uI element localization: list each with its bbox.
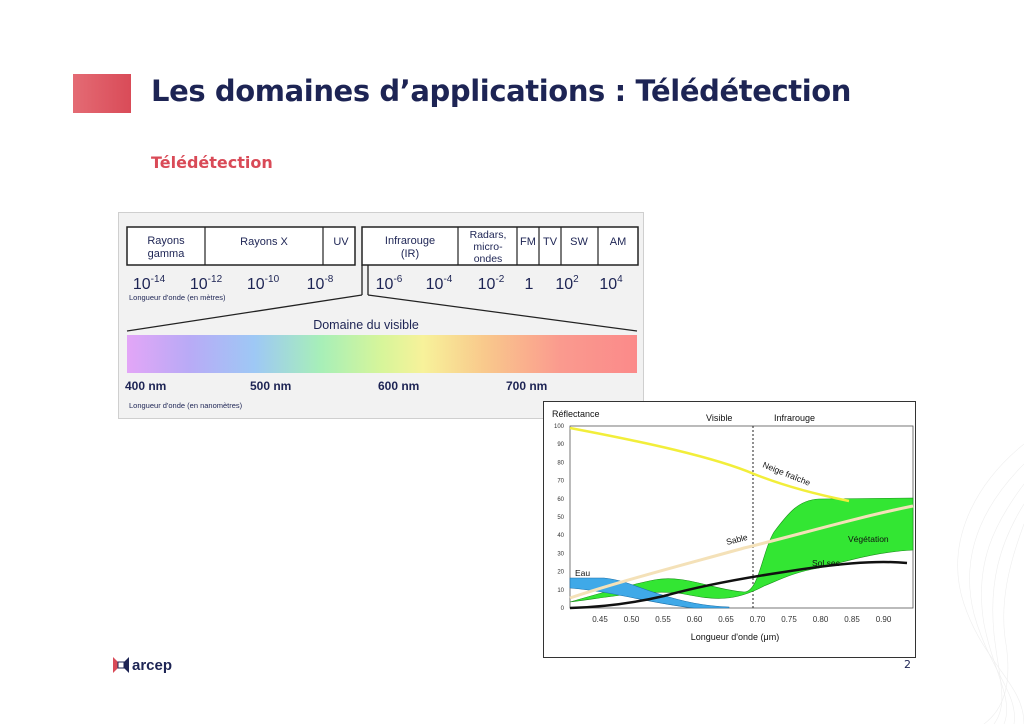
band-label-xray: Rayons X	[240, 236, 288, 248]
band-label-radar-2: micro-	[473, 241, 503, 253]
visible-tick-600: 600 nm	[378, 379, 419, 393]
y-tick-label: 80	[557, 460, 564, 466]
reflectance-chart: Réflectance Visible Infrarouge 100 90 80 70…	[543, 401, 916, 658]
x-ticks: 0.45 0.50 0.55 0.60 0.65 0.70 0.75 0.80 0.85 0.90	[592, 615, 892, 624]
page-number: 2	[904, 658, 911, 671]
x-tick-label: 0.80	[813, 615, 829, 624]
zoom-line-right	[367, 294, 638, 332]
visible-tick-500: 500 nm	[250, 379, 291, 393]
band-label-ir-2: (IR)	[401, 248, 419, 260]
y-tick-label: 30	[557, 551, 564, 557]
band-label-ir-1: Infrarouge	[385, 235, 435, 247]
wavelength-tick: 10-12	[190, 274, 223, 293]
wavelength-tick: 10-10	[247, 274, 280, 293]
zoom-line-left	[126, 294, 363, 332]
y-tick-label: 40	[557, 533, 564, 539]
y-tick-label: 50	[557, 515, 564, 521]
water-label: Eau	[575, 568, 590, 578]
visible-spectrum-bar	[127, 335, 637, 373]
y-tick-label: 20	[557, 570, 564, 576]
vegetation-label: Végétation	[848, 534, 889, 544]
region-infrared-label: Infrarouge	[774, 413, 815, 423]
x-tick-label: 0.60	[687, 615, 703, 624]
region-visible-label: Visible	[706, 413, 732, 423]
wavelength-tick: 10-6	[376, 274, 403, 293]
x-tick-label: 0.55	[655, 615, 671, 624]
reflectance-svg: Réflectance Visible Infrarouge 100908070…	[544, 402, 915, 657]
x-tick-label: 0.85	[844, 615, 860, 624]
wavelength-tick: 10-8	[307, 274, 334, 293]
sand-curve	[569, 504, 914, 600]
visible-tick-400: 400 nm	[125, 379, 166, 393]
vegetation-band	[569, 497, 914, 603]
wavelength-ticks: 10-14 10-12 10-10 10-8 10-6 10-4 10-2 1 102 104	[133, 274, 623, 293]
arcep-logo: arcep	[111, 653, 201, 677]
y-tick-label: 10	[557, 588, 564, 594]
wavelength-tick: 1	[525, 276, 534, 293]
wavelength-tick: 10-14	[133, 274, 166, 293]
wavelength-tick: 10-4	[426, 274, 453, 293]
x-tick-label: 0.65	[718, 615, 734, 624]
band-label-radar-1: Radars,	[470, 229, 507, 241]
arcep-emblem-icon	[113, 657, 129, 673]
reflectance-ylabel: Réflectance	[552, 409, 600, 419]
wavelength-axis-label: Longueur d'onde (en mètres)	[129, 293, 226, 302]
wavelength-tick: 102	[555, 274, 579, 293]
x-tick-label: 0.75	[781, 615, 797, 624]
dry-soil-curve	[569, 560, 908, 610]
brand-name: arcep	[132, 657, 172, 674]
visible-tick-700: 700 nm	[506, 379, 547, 393]
visible-axis-label: Longueur d'onde (en nanomètres)	[129, 401, 243, 410]
title-accent-bar	[73, 74, 131, 113]
y-tick-label: 70	[557, 479, 564, 485]
slide-subtitle: Télédétection	[151, 153, 273, 172]
wavelength-tick: 104	[599, 274, 623, 293]
wavelength-tick: 10-2	[478, 274, 505, 293]
band-label-uv: UV	[333, 236, 349, 248]
x-tick-label: 0.45	[592, 615, 608, 624]
y-tick-label: 100	[554, 424, 565, 430]
y-tick-label: 90	[557, 442, 564, 448]
band-label-am: AM	[610, 236, 627, 248]
arcep-logo-svg: arcep	[113, 657, 172, 674]
band-label-sw: SW	[570, 236, 588, 248]
x-tick-label: 0.50	[624, 615, 640, 624]
band-label-tv: TV	[543, 236, 558, 248]
decorative-swirl	[957, 443, 1024, 724]
slide-title: Les domaines d’applications : Télédétect…	[151, 74, 852, 108]
visible-domain-title: Domaine du visible	[313, 318, 419, 332]
bands-box-right	[361, 226, 639, 266]
em-spectrum-svg: Rayons gamma Rayons X UV Infrarouge (IR)…	[119, 213, 643, 418]
band-label-fm: FM	[520, 236, 536, 248]
em-spectrum-figure: Rayons gamma Rayons X UV Infrarouge (IR)…	[118, 212, 644, 419]
snow-curve	[569, 426, 850, 503]
x-tick-label: 0.90	[876, 615, 892, 624]
y-tick-label: 60	[557, 497, 564, 503]
band-label-gamma-2: gamma	[148, 248, 186, 260]
band-label-gamma-1: Rayons	[147, 235, 185, 247]
band-label-radar-3: ondes	[474, 253, 503, 265]
soil-label: Sol sec	[812, 558, 841, 568]
x-tick-label: 0.70	[750, 615, 766, 624]
reflectance-xlabel: Longueur d'onde (μm)	[691, 632, 779, 642]
bands-box-left	[126, 226, 356, 266]
y-tick-label: 0	[561, 606, 565, 612]
